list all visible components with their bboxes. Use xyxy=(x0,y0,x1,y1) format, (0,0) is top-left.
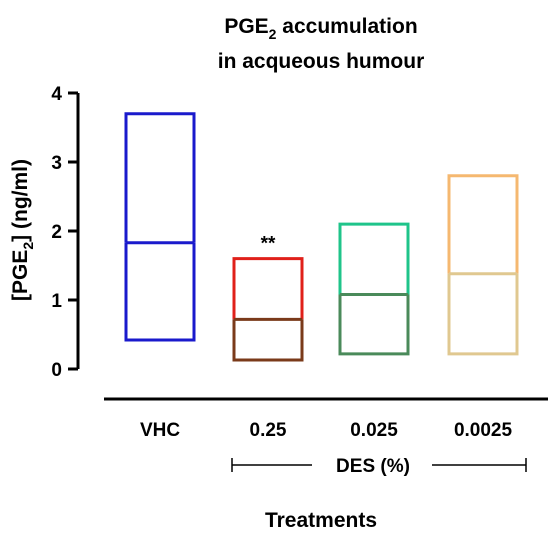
y-tick-label: 4 xyxy=(51,84,62,105)
boxes: ** xyxy=(124,112,519,362)
box-0.025 xyxy=(338,222,410,356)
box-lower xyxy=(124,242,196,342)
box-upper xyxy=(124,112,196,243)
x-axis-label: Treatments xyxy=(265,509,377,532)
chart-title-line2: in acqueous humour xyxy=(218,50,425,73)
box-upper xyxy=(447,174,519,274)
y-tick-label: 3 xyxy=(51,153,62,174)
box-VHC xyxy=(124,112,196,342)
box-0.0025 xyxy=(447,174,519,356)
x-tick-labels: VHC 0.25 0.025 0.0025 xyxy=(140,420,513,441)
box-lower xyxy=(447,273,519,356)
significance-marker: ** xyxy=(261,234,276,255)
y-tick-label: 1 xyxy=(51,291,62,312)
y-axis-label: [PGE2] (ng/ml) xyxy=(9,159,36,301)
y-axis: 0 1 2 3 4 xyxy=(51,84,80,381)
box-lower xyxy=(232,319,304,362)
x-tick-label: 0.025 xyxy=(350,420,398,441)
box-upper xyxy=(232,257,304,320)
chart-title-line1: PGE2 accumulation xyxy=(224,15,417,42)
y-tick-label: 0 xyxy=(51,360,62,381)
x-tick-label: VHC xyxy=(140,420,180,441)
box-upper xyxy=(338,222,410,295)
box-0.25 xyxy=(232,257,304,362)
x-tick-label: 0.0025 xyxy=(454,420,513,441)
y-tick-label: 2 xyxy=(51,222,62,243)
x-tick-label: 0.25 xyxy=(250,420,287,441)
group-label: DES (%) xyxy=(336,456,410,477)
box-lower xyxy=(338,294,410,356)
